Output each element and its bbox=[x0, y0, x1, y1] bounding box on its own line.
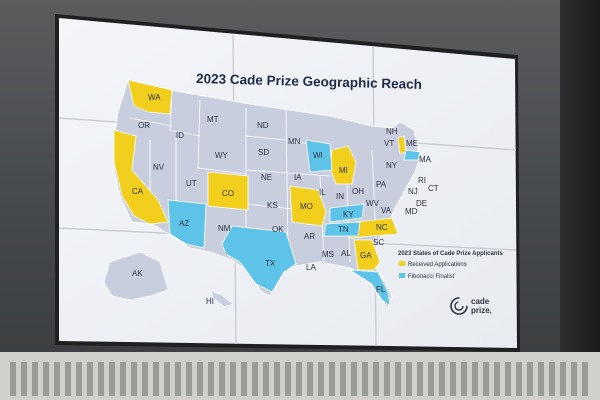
state-az bbox=[167, 199, 207, 249]
label-ct: CT bbox=[428, 184, 439, 193]
legend-swatch-finalist bbox=[399, 273, 405, 278]
logo-line2: prize. bbox=[471, 306, 492, 315]
label-ga: GA bbox=[360, 251, 372, 260]
state-ma bbox=[403, 149, 421, 161]
label-ak: AK bbox=[132, 269, 143, 278]
label-ri: RI bbox=[418, 176, 426, 185]
label-de: DE bbox=[416, 199, 427, 208]
label-mo: MO bbox=[300, 202, 313, 211]
state-borders bbox=[129, 89, 377, 263]
legend-label-finalist: Fibonacci Finalist bbox=[408, 274, 455, 280]
label-ia: IA bbox=[294, 173, 302, 182]
state-ak bbox=[103, 251, 169, 301]
legend-label-applications: Received Applications bbox=[408, 262, 467, 268]
label-fl: FL bbox=[376, 285, 386, 294]
label-va: VA bbox=[381, 206, 392, 215]
label-hi: HI bbox=[206, 297, 214, 306]
vent-slots bbox=[10, 362, 590, 396]
label-sc: SC bbox=[373, 238, 384, 247]
label-ar: AR bbox=[304, 232, 315, 241]
label-nd: ND bbox=[257, 121, 269, 130]
label-ut: UT bbox=[186, 179, 197, 188]
label-ca: CA bbox=[132, 187, 144, 196]
label-ky: KY bbox=[343, 210, 354, 219]
label-tx: TX bbox=[265, 259, 276, 268]
state-mo bbox=[289, 185, 327, 227]
state-wi bbox=[305, 139, 333, 173]
label-nm: NM bbox=[218, 224, 231, 233]
state-wa bbox=[127, 79, 173, 115]
label-tn: TN bbox=[338, 225, 349, 234]
label-mt: MT bbox=[207, 115, 219, 124]
map-legend: 2023 States of Cade Prize Applicants Rec… bbox=[398, 251, 503, 280]
state-co bbox=[207, 171, 249, 211]
logo-mark-outer bbox=[450, 297, 468, 315]
label-pa: PA bbox=[376, 180, 387, 189]
label-md: MD bbox=[405, 207, 418, 216]
label-nj: NJ bbox=[408, 187, 418, 196]
label-ne: NE bbox=[261, 173, 272, 182]
label-wy: WY bbox=[215, 151, 229, 160]
state-ca bbox=[113, 129, 169, 225]
label-az: AZ bbox=[179, 219, 189, 228]
label-nc: NC bbox=[376, 223, 388, 232]
state-ga bbox=[353, 239, 381, 271]
label-vt: VT bbox=[384, 139, 394, 148]
label-ok: OK bbox=[272, 225, 284, 234]
label-nv: NV bbox=[153, 163, 165, 172]
label-nh: NH bbox=[386, 127, 398, 136]
label-sd: SD bbox=[258, 148, 269, 157]
label-wa: WA bbox=[148, 93, 161, 102]
map-title: 2023 Cade Prize Geographic Reach bbox=[196, 71, 422, 92]
label-mi: MI bbox=[339, 166, 348, 175]
logo-line1: cade bbox=[471, 297, 490, 306]
label-or: OR bbox=[138, 121, 150, 130]
label-il: IL bbox=[319, 188, 326, 197]
label-wi: WI bbox=[313, 151, 323, 160]
state-fl bbox=[349, 269, 391, 307]
label-al: AL bbox=[341, 249, 351, 258]
state-ky bbox=[329, 203, 365, 223]
label-oh: OH bbox=[352, 187, 364, 196]
label-me: ME bbox=[406, 139, 418, 148]
doorframe bbox=[560, 0, 600, 400]
state-hi bbox=[212, 292, 232, 306]
label-ny: NY bbox=[386, 161, 398, 170]
us-map bbox=[103, 79, 421, 310]
label-ks: KS bbox=[267, 201, 278, 210]
label-ms: MS bbox=[322, 250, 334, 259]
cade-prize-logo: cade prize. bbox=[450, 297, 492, 315]
legend-swatch-applications bbox=[399, 261, 405, 266]
logo-mark-inner bbox=[454, 301, 464, 311]
label-mn: MN bbox=[288, 137, 301, 146]
label-wv: WV bbox=[366, 199, 380, 208]
label-co: CO bbox=[222, 189, 234, 198]
label-id: ID bbox=[176, 131, 184, 140]
legend-heading: 2023 States of Cade Prize Applicants bbox=[398, 251, 503, 257]
label-in: IN bbox=[336, 192, 344, 201]
state-tx bbox=[221, 225, 297, 293]
state-labels: WA OR ID MT ND MN WI MI NY VT NH ME MA R… bbox=[132, 93, 439, 306]
label-ma: MA bbox=[419, 155, 432, 164]
lower48-base bbox=[113, 79, 421, 310]
label-la: LA bbox=[306, 263, 316, 272]
state-tn bbox=[323, 221, 361, 237]
